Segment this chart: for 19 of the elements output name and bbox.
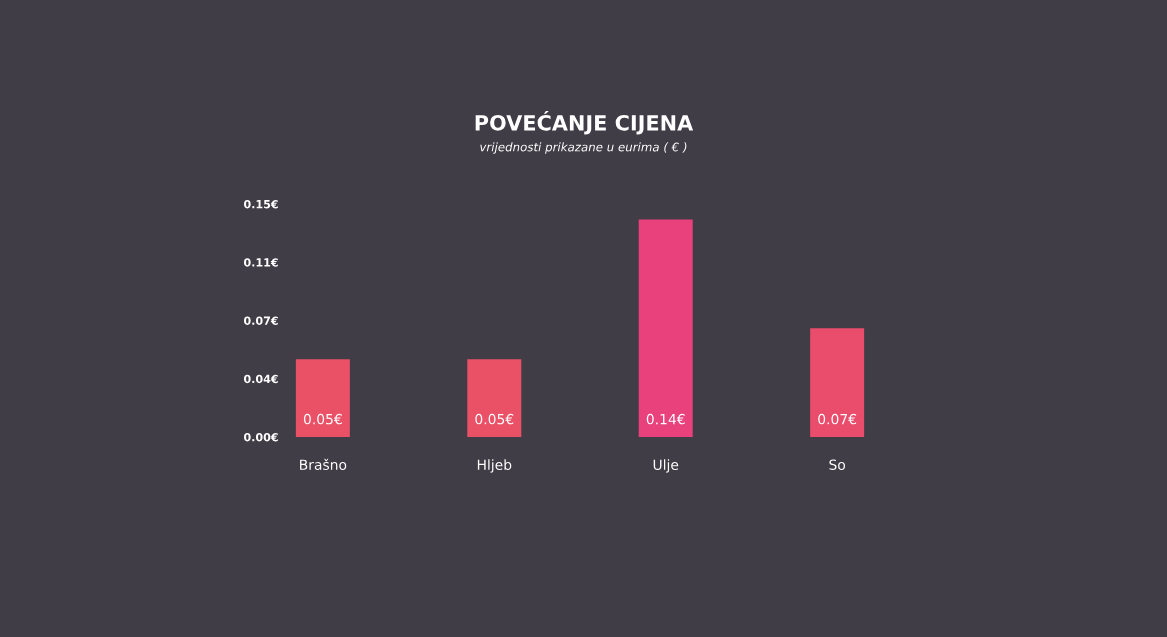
y-tick-label: 0.04€ — [244, 374, 278, 384]
y-tick-label: 0.15€ — [244, 199, 278, 209]
x-tick-label: Brašno — [300, 458, 347, 470]
bar — [638, 219, 693, 437]
chart-title: POVEĆANJE CIJENA — [475, 111, 694, 135]
x-tick-label: Hljeb — [477, 459, 512, 473]
data-label: 0.07€ — [818, 413, 857, 425]
chart-subtitle: vrijednosti prikazane u eurima ( € ) — [480, 142, 687, 154]
y-tick-label: 0.07€ — [244, 316, 278, 325]
x-tick-label: Ulje — [653, 459, 679, 473]
data-label: 0.14€ — [646, 413, 685, 425]
data-label: 0.05€ — [475, 413, 514, 425]
bar — [295, 359, 350, 437]
data-label: 0.05€ — [303, 413, 342, 425]
bar — [810, 328, 865, 437]
x-tick-label: So — [829, 459, 846, 470]
y-tick-label: 0.11€ — [244, 258, 278, 267]
bar — [467, 359, 522, 437]
y-tick-label: 0.00€ — [244, 432, 278, 442]
